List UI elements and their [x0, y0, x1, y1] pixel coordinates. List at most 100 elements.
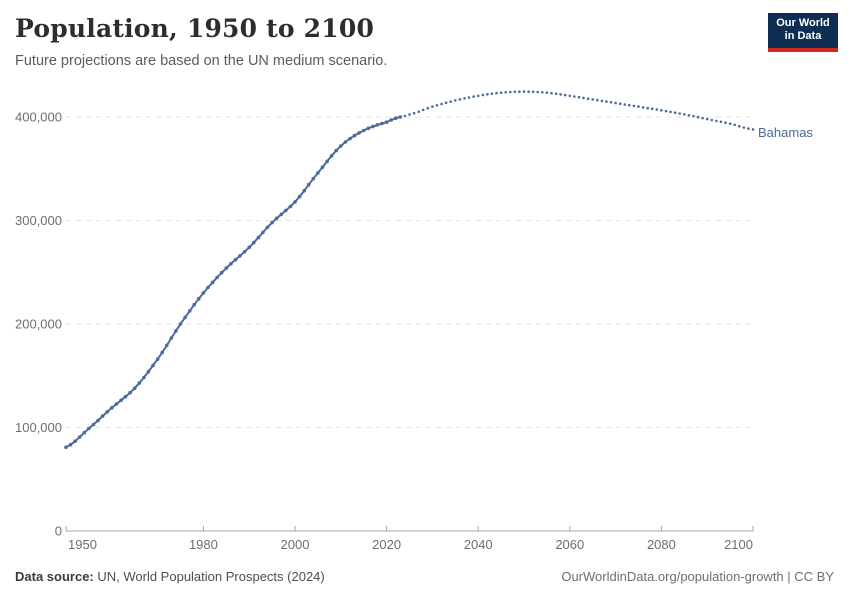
projection-dot [664, 109, 668, 113]
owid-logo[interactable]: Our World in Data [768, 13, 838, 52]
data-point-marker [233, 257, 238, 262]
projection-dot [701, 116, 704, 120]
projection-dot [742, 126, 746, 129]
y-axis-tick-label: 400,000 [15, 110, 62, 125]
projection-dot [522, 90, 526, 93]
data-point-marker [229, 262, 233, 266]
projection-dot [444, 101, 448, 104]
projection-dot [655, 108, 659, 111]
projection-dot [541, 91, 544, 94]
projection-dot [417, 110, 421, 113]
data-point-marker [302, 189, 307, 193]
projection-dot [596, 98, 599, 102]
data-point-marker [306, 182, 311, 187]
projection-dot [650, 107, 654, 111]
x-axis-tick-label: 2000 [281, 537, 310, 552]
data-point-marker [114, 402, 119, 406]
projection-dot [646, 106, 649, 110]
data-point-marker [132, 386, 137, 391]
data-point-marker [64, 445, 68, 450]
projection-dot [609, 101, 613, 104]
projection-dot [678, 112, 681, 115]
data-point-marker [155, 357, 160, 362]
data-point-marker [82, 430, 87, 435]
data-point-marker [174, 329, 178, 333]
data-point-marker [128, 390, 132, 395]
projection-dot [591, 98, 594, 101]
projection-dot [705, 117, 709, 121]
data-point-marker [394, 116, 398, 120]
data-point-marker [380, 121, 384, 126]
projection-dot [683, 113, 686, 116]
projection-dot [577, 95, 581, 99]
projection-dot [747, 127, 750, 130]
data-point-marker [375, 123, 380, 127]
projection-dot [504, 91, 508, 94]
data-point-marker [352, 133, 357, 138]
data-point-marker [96, 418, 100, 423]
data-point-marker [320, 165, 325, 169]
projection-dot [637, 105, 640, 108]
data-point-marker [293, 200, 297, 204]
projection-dot [412, 111, 416, 115]
projection-dot [476, 94, 480, 98]
data-point-marker [316, 171, 320, 175]
data-point-marker [151, 363, 155, 368]
projection-dot [669, 110, 672, 114]
projection-dot [559, 93, 562, 96]
data-point-marker [279, 212, 284, 217]
x-axis-tick-label: 2040 [464, 537, 493, 552]
data-point-marker [142, 375, 146, 380]
projection-dot [751, 128, 755, 131]
chart-subtitle: Future projections are based on the UN m… [15, 53, 388, 69]
projection-dot [586, 97, 590, 100]
projection-dot [710, 118, 714, 122]
projection-dot [728, 122, 732, 125]
data-source-text: UN, World Population Prospects (2024) [93, 569, 325, 584]
data-point-marker [261, 230, 265, 235]
data-source-note: Data source: UN, World Population Prospe… [15, 569, 325, 584]
x-axis-tick-label: 1950 [68, 537, 97, 552]
projection-dot [605, 100, 608, 103]
data-point-marker [224, 266, 229, 270]
data-point-marker [384, 120, 389, 124]
data-point-marker [197, 296, 201, 301]
projection-dot [623, 103, 627, 106]
data-point-marker [165, 343, 169, 348]
series-line-historical[interactable] [65, 116, 402, 449]
projection-dot [518, 90, 521, 93]
projection-dot [509, 90, 512, 94]
projection-dot [536, 90, 539, 94]
data-point-marker [334, 148, 339, 153]
data-point-marker [146, 369, 151, 374]
credit-link[interactable]: OurWorldinData.org/population-growth | C… [561, 569, 834, 584]
projection-dot [440, 102, 443, 106]
data-point-marker [210, 280, 215, 285]
projection-dot [431, 105, 434, 108]
data-point-marker [339, 144, 343, 148]
projection-dot [527, 90, 530, 93]
y-axis-tick-label: 100,000 [15, 420, 62, 435]
projection-dot [495, 91, 498, 95]
data-point-marker [252, 240, 256, 245]
chart-title: Population, 1950 to 2100 [15, 14, 375, 43]
projection-dot [458, 98, 462, 101]
projection-dot [550, 91, 553, 95]
projection-dot [545, 91, 549, 94]
data-point-marker [215, 275, 219, 280]
data-point-marker [238, 254, 242, 258]
projection-dot [733, 123, 736, 127]
data-point-marker [325, 159, 329, 164]
data-point-marker [297, 194, 302, 199]
data-point-marker [329, 154, 334, 158]
data-point-marker [206, 285, 210, 290]
projection-dot [421, 108, 425, 112]
data-point-marker [178, 322, 183, 326]
projection-dot [660, 109, 663, 112]
data-point-marker [274, 216, 279, 221]
entity-label-bahamas[interactable]: Bahamas [758, 125, 813, 140]
data-point-marker [398, 115, 403, 119]
projection-dot [738, 124, 741, 128]
owid-logo-line2: in Data [784, 30, 822, 42]
